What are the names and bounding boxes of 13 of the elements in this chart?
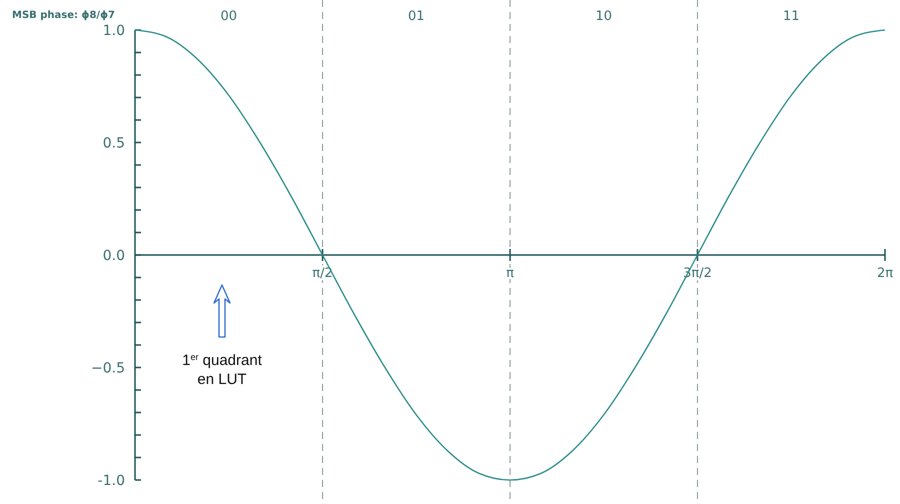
y-tick-label: 1.0 (102, 22, 125, 39)
y-tick-label: -1.0 (98, 472, 125, 489)
y-tick-label: 0.5 (102, 135, 125, 152)
x-tick-label: π (506, 266, 514, 281)
y-tick-label: −0.5 (91, 360, 125, 376)
y-tick-label: 0.0 (102, 248, 125, 264)
chart-title: MSB phase: ϕ8/ϕ7 (12, 10, 116, 21)
annotation: 1$^{er}$ quadrant en LUT (182, 352, 263, 388)
text: 11 (782, 9, 800, 24)
text: 00 (220, 9, 238, 24)
x-tick-label: 2π (876, 266, 894, 281)
text: 10 (595, 9, 612, 24)
text: 01 (408, 9, 425, 24)
